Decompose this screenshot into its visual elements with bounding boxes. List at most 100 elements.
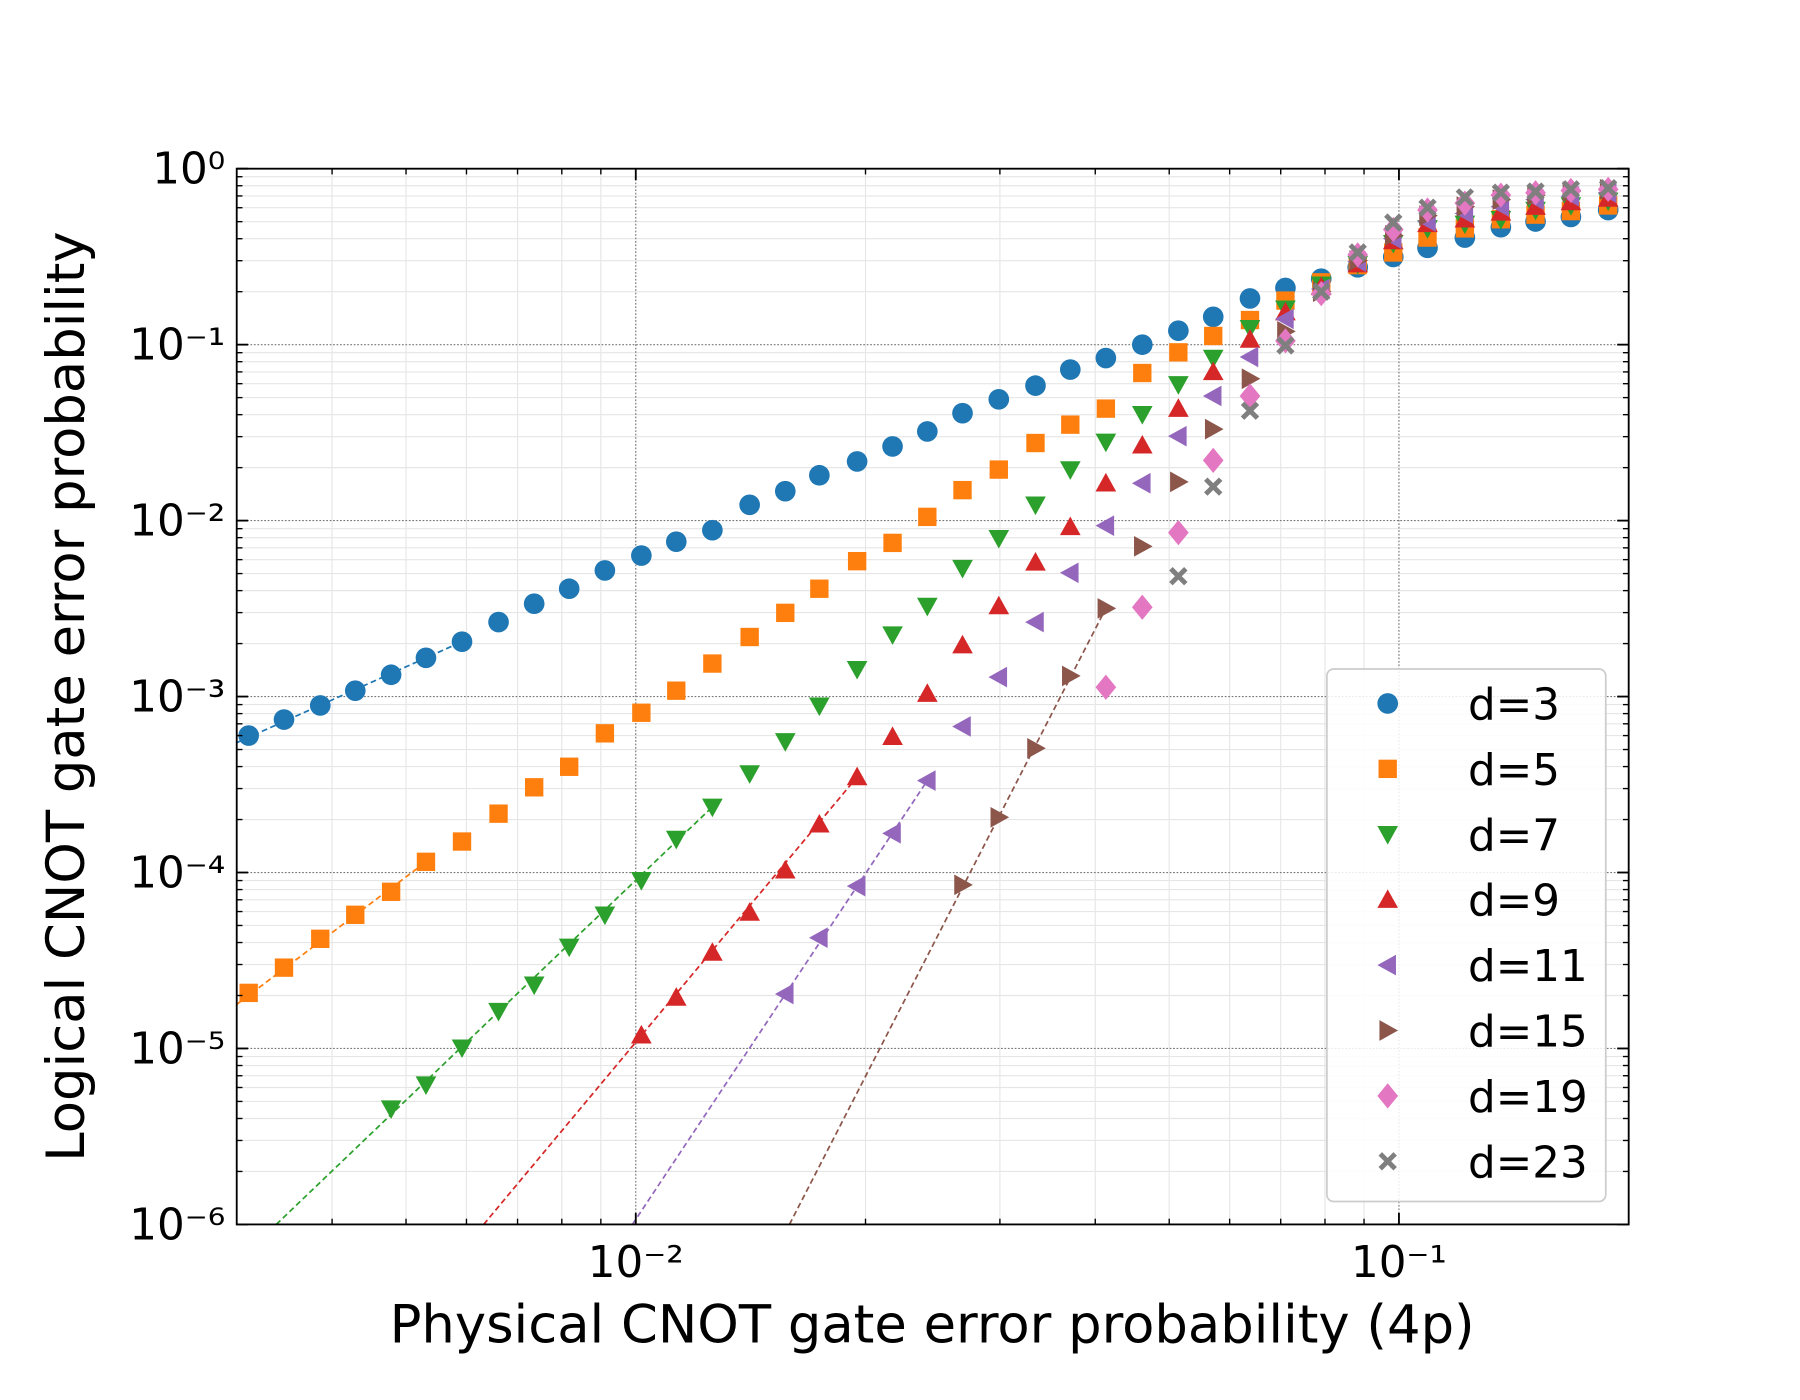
legend-marker (1377, 954, 1396, 976)
marker (740, 627, 759, 647)
y-tick-label: 10⁰ (152, 145, 225, 195)
marker (415, 1076, 437, 1095)
marker (1241, 368, 1261, 390)
marker (1168, 425, 1187, 447)
marker (1059, 516, 1081, 536)
marker (774, 733, 796, 752)
marker (1276, 336, 1295, 355)
marker (381, 882, 401, 901)
marker (380, 664, 402, 686)
marker (451, 631, 473, 653)
marker (1095, 433, 1117, 453)
x-tick-label: 10⁻² (588, 1238, 684, 1288)
y-tick-label: 10⁻² (129, 497, 225, 547)
marker (847, 552, 867, 571)
marker (1168, 376, 1189, 395)
marker (595, 724, 615, 743)
marker (1095, 515, 1115, 536)
marker (523, 976, 545, 996)
legend-label: d=23 (1468, 1138, 1588, 1188)
marker (1095, 472, 1117, 492)
marker (489, 804, 508, 823)
marker (1059, 359, 1081, 380)
marker (1202, 361, 1224, 381)
marker (1059, 562, 1079, 584)
marker (952, 634, 973, 654)
marker (882, 626, 903, 645)
marker (1169, 567, 1188, 586)
legend-marker (1379, 1020, 1399, 1041)
marker (524, 778, 544, 797)
marker (1204, 477, 1223, 496)
y-tick-label: 10⁻⁵ (129, 1024, 225, 1074)
marker (1526, 182, 1545, 201)
marker (952, 716, 971, 737)
legend-box (1326, 668, 1607, 1203)
marker (1202, 385, 1222, 407)
legend-label: d=3 (1468, 681, 1560, 731)
marker (988, 529, 1010, 549)
legend-marker (1377, 826, 1399, 845)
marker (523, 593, 545, 615)
marker (776, 603, 795, 623)
marker (380, 1100, 402, 1119)
ticks: 10⁻⁶ 10⁻⁵ 10⁻⁴ 10⁻³ 10⁻² 10⁻¹ 10⁰ 10⁻² 10⁻¹ (129, 145, 1630, 1288)
x-axis-label: Physical CNOT gate error probability (4p… (390, 1295, 1475, 1356)
marker (560, 757, 579, 776)
marker (702, 942, 723, 961)
marker (1204, 418, 1224, 440)
marker (1169, 343, 1188, 362)
marker (809, 813, 830, 833)
marker (846, 451, 868, 472)
marker (1561, 180, 1581, 199)
marker (1095, 674, 1117, 700)
marker (1525, 196, 1546, 215)
marker (918, 507, 937, 527)
marker (416, 852, 436, 872)
marker (631, 545, 652, 566)
marker (452, 832, 472, 851)
marker (311, 929, 330, 948)
marker (916, 683, 938, 702)
marker (1131, 472, 1151, 494)
marker (702, 798, 723, 818)
fit-line (788, 607, 1107, 1225)
marker (702, 519, 723, 541)
marker (1312, 282, 1331, 301)
legend-label: d=7 (1468, 811, 1560, 861)
y-tick-label: 10⁻⁶ (129, 1200, 225, 1250)
marker (1025, 496, 1046, 516)
marker (1454, 190, 1476, 216)
legend-marker (1378, 1152, 1397, 1171)
marker (703, 654, 722, 673)
marker (1455, 188, 1475, 207)
marker (846, 660, 868, 680)
marker (1027, 737, 1046, 759)
marker (1025, 375, 1046, 396)
marker (952, 402, 973, 424)
marker (1131, 334, 1153, 355)
x-tick-label: 10⁻¹ (1351, 1238, 1447, 1288)
marker (665, 531, 687, 553)
marker (1168, 398, 1189, 417)
marker (1599, 178, 1618, 198)
marker (558, 578, 580, 600)
marker (1025, 552, 1046, 571)
marker (1168, 320, 1189, 342)
marker (632, 703, 651, 722)
marker (1134, 536, 1153, 557)
marker (1131, 406, 1153, 425)
legend-label: d=15 (1468, 1008, 1588, 1058)
marker (882, 822, 901, 844)
marker (667, 681, 686, 700)
marker (1133, 363, 1152, 383)
marker (631, 872, 652, 891)
marker (488, 611, 509, 633)
marker (774, 859, 796, 879)
legend-label: d=11 (1468, 942, 1588, 992)
marker (774, 983, 794, 1005)
marker (1491, 183, 1511, 202)
legend-label: d=5 (1468, 746, 1560, 796)
marker (1059, 461, 1081, 480)
